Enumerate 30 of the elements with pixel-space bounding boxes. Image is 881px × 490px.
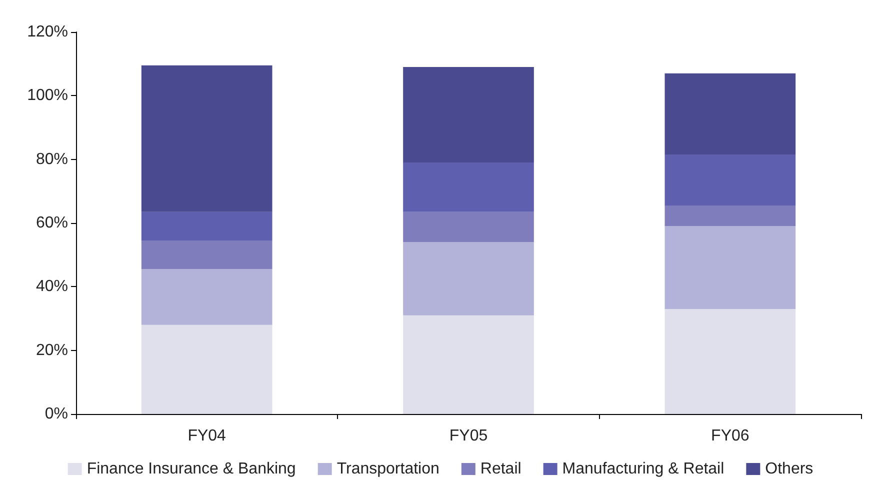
bar (141, 65, 272, 212)
bar (141, 240, 272, 270)
bar (141, 269, 272, 325)
bar (141, 212, 272, 241)
bar (403, 162, 534, 212)
y-tick-label: 20% (36, 342, 68, 359)
bar (403, 212, 534, 242)
legend-label: Others (765, 460, 814, 478)
bar (403, 242, 534, 316)
legend-label: Finance Insurance & Banking (86, 460, 296, 478)
y-tick-label: 0% (44, 406, 68, 422)
bar (403, 315, 534, 414)
bar (141, 324, 272, 414)
bar (403, 67, 534, 163)
legend-label: Retail (480, 460, 522, 478)
y-tick-label: 120% (27, 24, 68, 40)
x-tick-label: FY04 (188, 428, 226, 444)
x-tick-label: FY06 (711, 428, 750, 444)
bar (664, 73, 796, 155)
bar (664, 308, 796, 414)
y-tick-label: 40% (36, 278, 68, 296)
legend-label: Manufacturing & Retail (562, 460, 724, 478)
y-tick-label: 100% (27, 87, 68, 104)
y-tick-label: 80% (36, 150, 68, 168)
x-tick-label: FY05 (449, 428, 488, 444)
legend-label: Transportation (336, 460, 440, 478)
bar (664, 226, 796, 309)
bar (664, 154, 796, 206)
bar (664, 205, 796, 226)
y-tick-label: 60% (36, 214, 68, 232)
